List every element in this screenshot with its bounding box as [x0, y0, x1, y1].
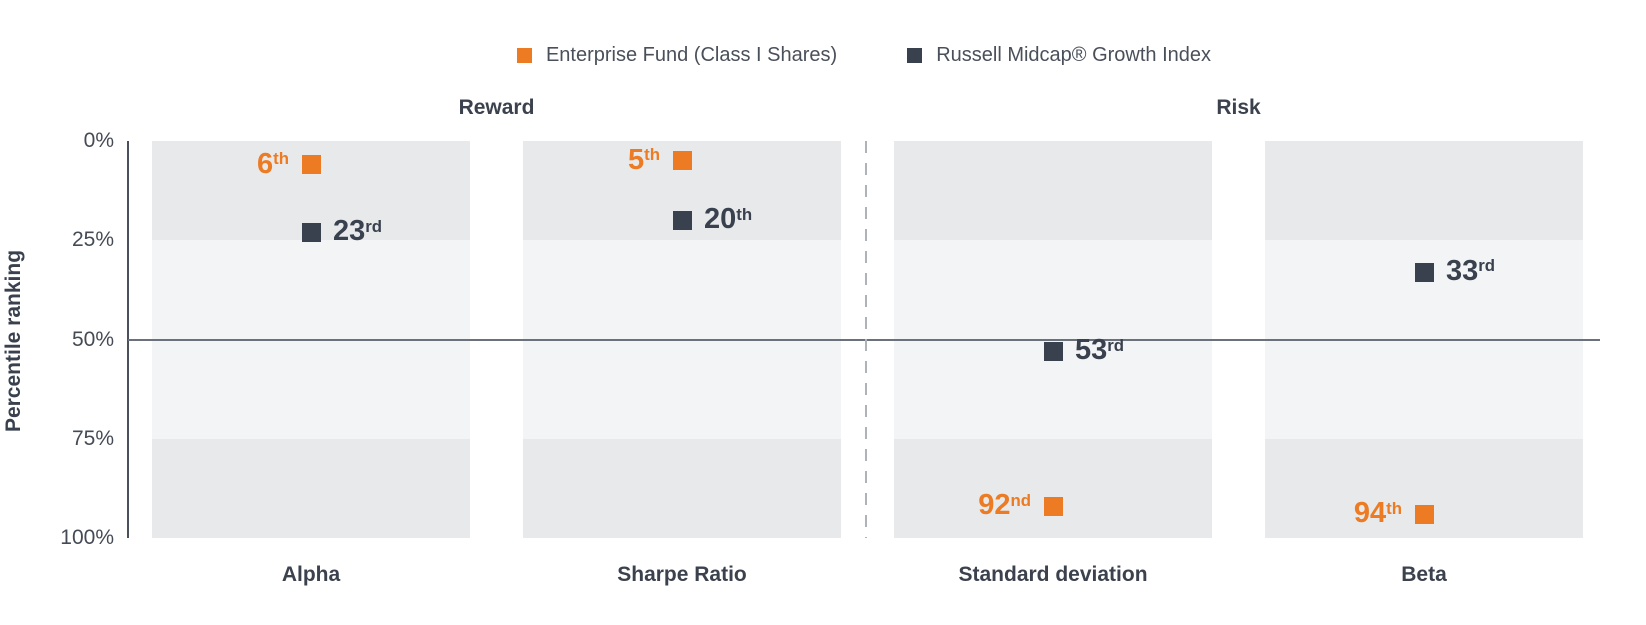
data-point-label: 20th [704, 203, 753, 236]
legend-item: Enterprise Fund (Class I Shares) [516, 44, 838, 67]
data-point-marker [672, 210, 692, 230]
data-point-marker [301, 222, 321, 242]
data-point-marker [1043, 341, 1063, 361]
data-point-label: 94th [1353, 497, 1402, 530]
legend-label: Russell Midcap® Growth Index [936, 44, 1212, 66]
column-band [523, 438, 841, 538]
group-title: Reward [458, 96, 535, 119]
y-tick-label: 100% [60, 526, 114, 549]
y-tick-label: 0% [83, 129, 114, 152]
legend-swatch-square-icon [907, 48, 923, 63]
reference-line-50 [128, 339, 1600, 341]
column-label: Beta [1401, 563, 1447, 586]
column-band [1265, 141, 1583, 241]
legend-label: Enterprise Fund (Class I Shares) [545, 44, 838, 66]
data-point-label: 5th [627, 143, 660, 176]
column-band [152, 438, 470, 538]
data-point-marker [301, 155, 321, 175]
column-label: Sharpe Ratio [617, 563, 747, 586]
column-band [894, 438, 1212, 538]
legend-swatch-square-icon [516, 48, 532, 63]
column-label: Standard deviation [958, 563, 1148, 586]
data-point-label: 92nd [978, 489, 1031, 522]
group-title: Risk [1216, 96, 1261, 119]
data-point-marker [672, 151, 692, 171]
column-band [894, 141, 1212, 241]
data-point-marker [1414, 504, 1434, 524]
data-point-marker [1414, 262, 1434, 282]
column-label: Alpha [281, 563, 341, 586]
data-point-label: 23rd [333, 215, 383, 248]
legend-item: Russell Midcap® Growth Index [907, 44, 1211, 67]
data-point-label: 6th [256, 147, 289, 180]
y-tick-label: 25% [71, 228, 114, 252]
legend: Enterprise Fund (Class I Shares) Russell … [128, 44, 1600, 67]
risk-reward-divider [865, 141, 867, 538]
data-point-marker [1043, 496, 1063, 516]
y-tick-label: 50% [71, 327, 114, 351]
data-point-label: 33rd [1446, 254, 1496, 287]
data-point-label: 53rd [1075, 334, 1125, 367]
y-tick-label: 75% [71, 426, 114, 450]
